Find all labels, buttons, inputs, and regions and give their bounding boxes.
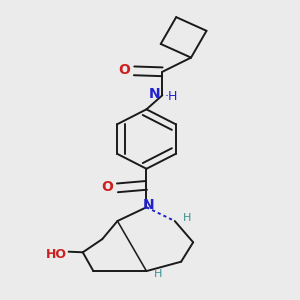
Text: O: O — [102, 180, 113, 194]
Text: H: H — [154, 268, 163, 279]
Text: ·H: ·H — [164, 90, 178, 103]
Text: N: N — [142, 198, 154, 212]
Text: HO: HO — [46, 248, 67, 261]
Text: H: H — [183, 213, 191, 223]
Text: O: O — [118, 63, 130, 77]
Text: N: N — [149, 87, 160, 101]
